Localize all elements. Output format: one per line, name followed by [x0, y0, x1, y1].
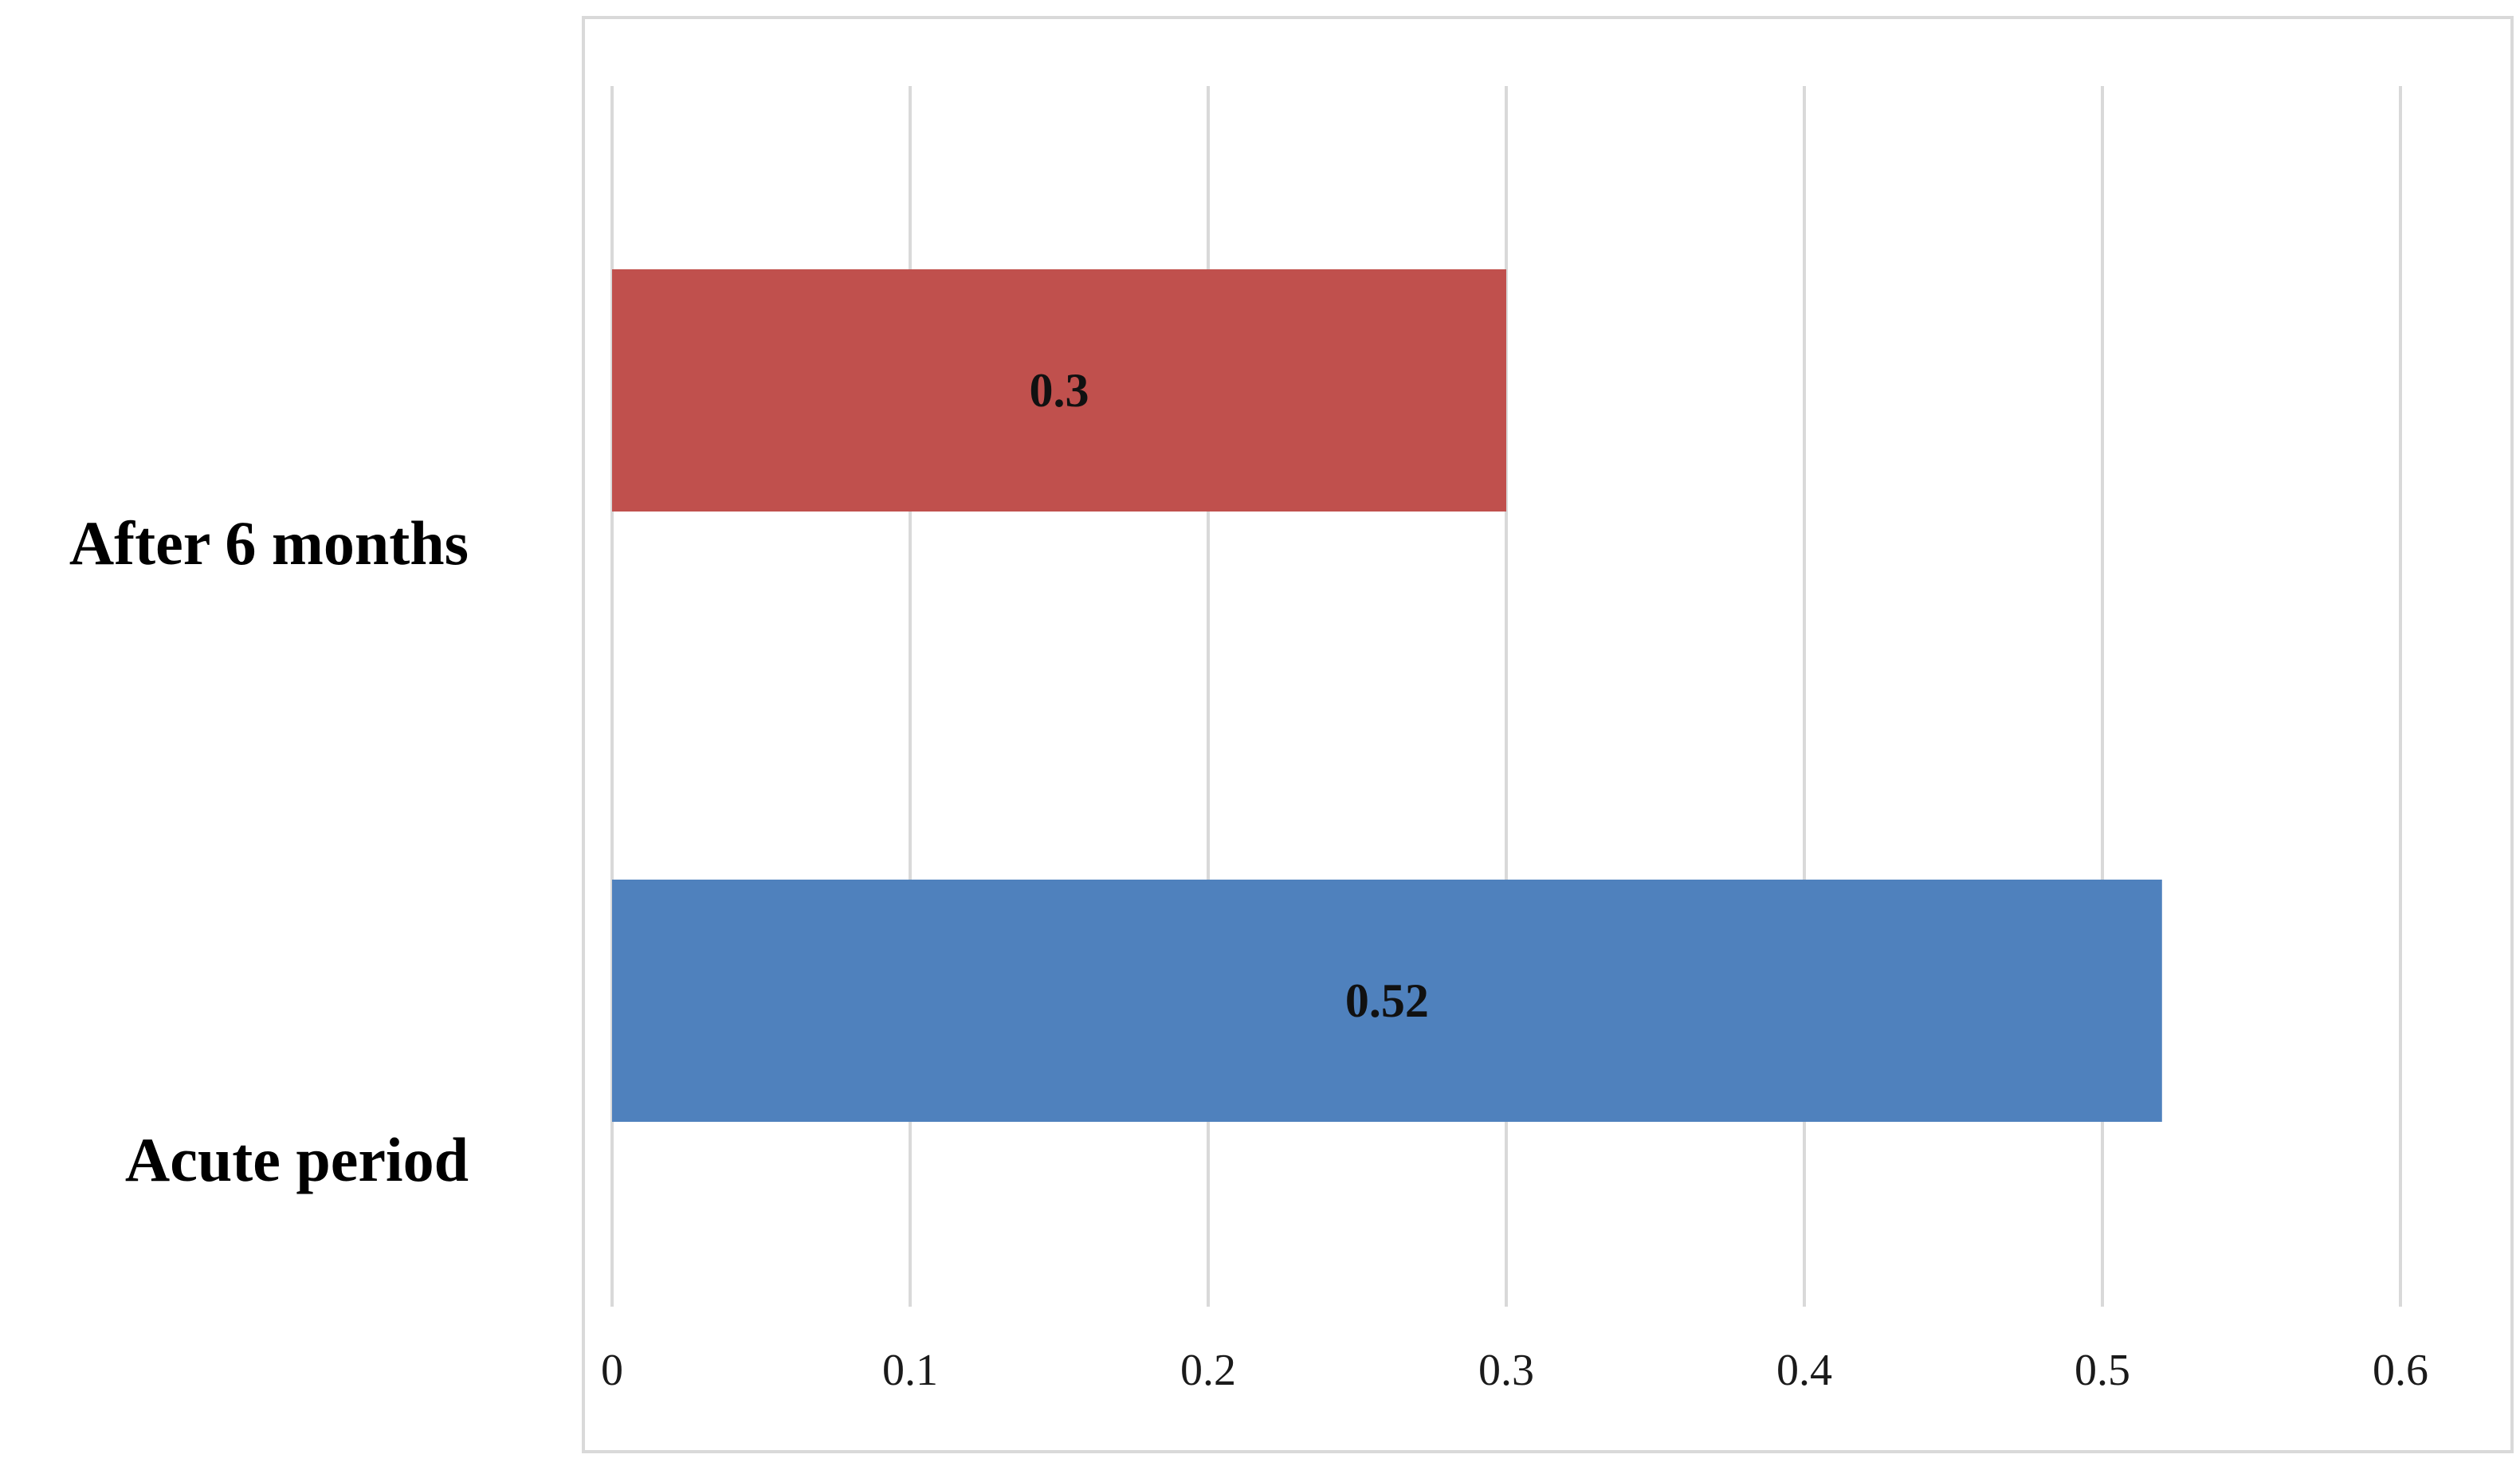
x-tick-label: 0.2 — [1180, 1346, 1236, 1395]
x-tick-label: 0 — [601, 1346, 623, 1395]
plot-frame — [582, 16, 2514, 1453]
x-tick-label: 0.5 — [2074, 1346, 2130, 1395]
x-tick-label: 0.1 — [882, 1346, 938, 1395]
x-tick-label: 0.6 — [2373, 1346, 2428, 1395]
bar-data-label: 0.3 — [1030, 364, 1089, 417]
x-tick-label: 0.3 — [1478, 1346, 1534, 1395]
bars: 0.3 0.52 — [612, 269, 2162, 1122]
category-label: Acute period — [125, 1125, 469, 1194]
bar — [612, 269, 1506, 512]
category-label: After 6 months — [69, 508, 469, 578]
x-tick-label: 0.4 — [1776, 1346, 1832, 1395]
bar-data-label: 0.52 — [1345, 974, 1429, 1027]
bar — [612, 880, 2162, 1122]
category-labels: After 6 months Acute period — [69, 508, 469, 1194]
x-axis-tick-labels: 0 0.1 0.2 0.3 0.4 0.5 0.6 — [601, 1346, 2428, 1395]
